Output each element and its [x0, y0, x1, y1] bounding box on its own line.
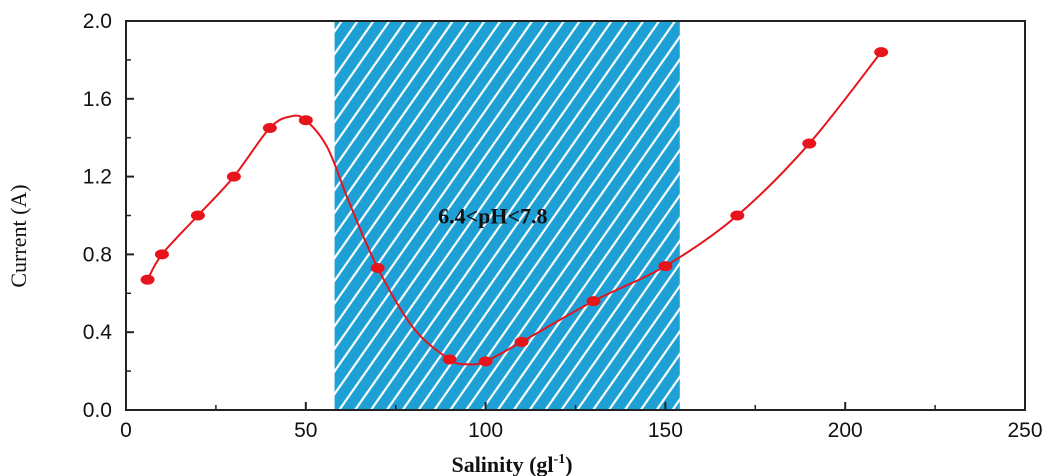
- y-tick-label: 0.8: [83, 243, 112, 266]
- x-axis-title-superscript: -1: [554, 452, 566, 467]
- x-tick-label: 0: [120, 419, 132, 442]
- series-curve: [146, 51, 882, 366]
- data-point: [154, 249, 169, 260]
- y-tick-label: 0.0: [83, 399, 112, 422]
- x-axis-title-close: ): [565, 452, 572, 476]
- x-axis-ticks: 0 50 100 150 200 250: [120, 402, 1043, 442]
- data-point: [262, 122, 277, 133]
- y-tick-label: 1.6: [83, 88, 112, 111]
- x-axis-title: Salinity (gl-1): [451, 452, 572, 476]
- data-point: [802, 138, 817, 149]
- data-point: [478, 356, 493, 367]
- x-tick-label: 100: [468, 419, 503, 442]
- y-tick-label: 0.4: [83, 321, 113, 344]
- series-points: [140, 47, 889, 367]
- data-point: [514, 336, 529, 347]
- y-axis-title: Current (A): [6, 184, 31, 287]
- data-point: [298, 115, 313, 126]
- data-point: [442, 354, 457, 365]
- x-tick-label: 200: [828, 419, 863, 442]
- data-point: [586, 296, 601, 307]
- data-point: [874, 47, 889, 58]
- x-axis-title-main: Salinity (gl: [451, 452, 553, 476]
- ph-region-rect: [334, 21, 680, 410]
- data-point: [730, 210, 745, 221]
- x-tick-label: 250: [1007, 419, 1042, 442]
- data-point: [140, 274, 155, 285]
- series-line: [146, 51, 882, 366]
- data-point: [658, 261, 673, 272]
- data-point: [226, 171, 241, 182]
- ph-shaded-region: [334, 21, 680, 410]
- y-tick-label: 1.2: [83, 166, 112, 189]
- x-tick-label: 50: [294, 419, 317, 442]
- y-tick-label: 2.0: [83, 10, 112, 33]
- data-point: [370, 263, 385, 274]
- x-tick-label: 150: [648, 419, 683, 442]
- y-axis-ticks: 0.0 0.4 0.8 1.2 1.6 2.0: [83, 10, 134, 422]
- data-point: [190, 210, 205, 221]
- ph-range-annotation: 6.4<pH<7.8: [438, 203, 547, 228]
